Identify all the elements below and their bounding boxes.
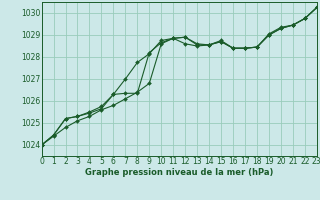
X-axis label: Graphe pression niveau de la mer (hPa): Graphe pression niveau de la mer (hPa) [85, 168, 273, 177]
